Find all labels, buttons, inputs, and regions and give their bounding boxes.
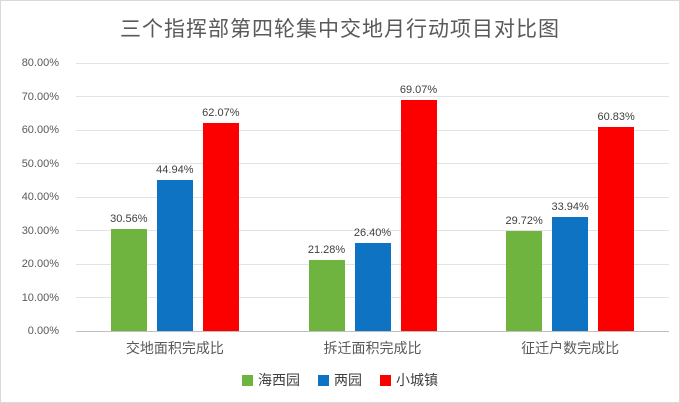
- y-tick-label: 30.00%: [21, 224, 59, 237]
- legend-label: 小城镇: [396, 372, 438, 388]
- bar-value-label: 69.07%: [399, 83, 438, 96]
- legend-swatch-icon: [380, 374, 391, 386]
- bar-groups-layer: 30.56% 44.94% 62.07% 21.28% 26.40% 69.07% 29.7…: [76, 63, 669, 331]
- bar-column: 62.07%: [202, 63, 240, 331]
- bar-value-label: 62.07%: [202, 107, 240, 120]
- x-tick-label: 拆迁面积完成比: [323, 340, 422, 356]
- chart-title: 三个指挥部第四轮集中交地月行动项目对比图: [120, 18, 560, 41]
- x-tick-label: 交地面积完成比: [125, 340, 224, 356]
- y-tick-label: 70.00%: [21, 90, 59, 103]
- legend-swatch-icon: [242, 374, 253, 386]
- bar-value-label: 60.83%: [597, 111, 635, 124]
- legend-label: 两园: [334, 372, 362, 388]
- bar: [156, 180, 193, 331]
- bar-column: 69.07%: [399, 63, 438, 331]
- bar: [110, 228, 147, 331]
- gridline: [76, 129, 669, 131]
- legend-swatch-icon: [318, 374, 329, 386]
- gridline: [76, 230, 669, 231]
- y-tick-label: 60.00%: [21, 124, 59, 136]
- bar: [400, 99, 437, 331]
- legend-item: 海西园: [242, 370, 300, 390]
- legend-item: 两园: [318, 370, 362, 390]
- x-axis: 交地面积完成比 拆迁面积完成比 征迁户数完成比: [76, 338, 669, 358]
- y-tick-label: 40.00%: [21, 191, 59, 203]
- bar: [354, 242, 391, 331]
- legend-item: 小城镇: [380, 370, 438, 390]
- gridline: [76, 96, 669, 97]
- y-tick-label: 10.00%: [21, 291, 59, 304]
- bar-value-label: 30.56%: [110, 212, 148, 225]
- bar-group: 29.72% 33.94% 60.83%: [471, 63, 669, 331]
- y-tick-label: 0.00%: [27, 325, 59, 337]
- plot-area: 30.56% 44.94% 62.07% 21.28% 26.40% 69.07% 29.7…: [76, 62, 669, 332]
- bar-column: 21.28%: [307, 63, 346, 331]
- y-tick-label: 80.00%: [21, 57, 59, 69]
- bar: [552, 217, 589, 331]
- bar-value-label: 29.72%: [505, 215, 543, 228]
- bar: [598, 127, 635, 331]
- bar-column: 33.94%: [551, 63, 589, 331]
- bar-column: 60.83%: [597, 63, 635, 331]
- bar-column: 29.72%: [505, 63, 543, 331]
- y-tick-label: 50.00%: [21, 157, 59, 170]
- legend: 海西园 两园 小城镇: [1, 370, 679, 390]
- gridline: [76, 62, 669, 64]
- legend-label: 海西园: [258, 372, 300, 388]
- bar-column: 30.56%: [110, 63, 148, 331]
- gridline: [76, 163, 669, 164]
- gridline: [76, 196, 669, 198]
- bar: [506, 231, 543, 331]
- bar-value-label: 44.94%: [156, 164, 194, 177]
- bar-value-label: 21.28%: [307, 243, 346, 256]
- bar: [202, 123, 239, 331]
- x-tick-label: 征迁户数完成比: [521, 340, 620, 356]
- bar: [308, 259, 345, 331]
- y-tick-label: 20.00%: [21, 258, 59, 270]
- axis-baseline: [76, 330, 669, 332]
- bar-group: 21.28% 26.40% 69.07%: [274, 63, 472, 331]
- bar-column: 44.94%: [156, 63, 194, 331]
- bar-group: 30.56% 44.94% 62.07%: [76, 63, 274, 331]
- bar-column: 26.40%: [353, 63, 392, 331]
- bar-value-label: 26.40%: [353, 226, 392, 239]
- y-axis: 80.00% 70.00% 60.00% 50.00% 40.00% 30.00% 20.0…: [1, 57, 59, 337]
- bar-value-label: 33.94%: [551, 201, 589, 214]
